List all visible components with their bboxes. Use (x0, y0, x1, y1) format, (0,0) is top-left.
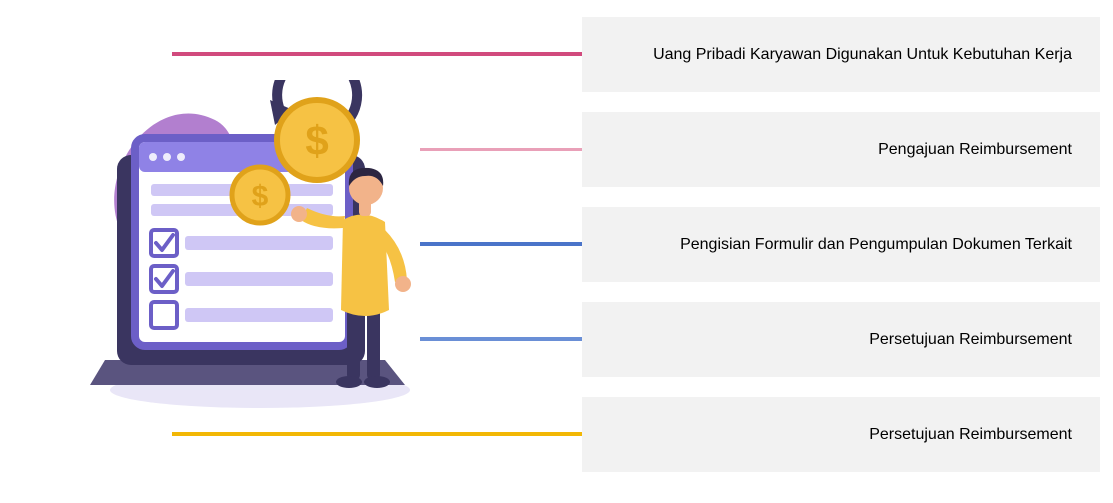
step-label-5: Persetujuan Reimbursement (869, 424, 1072, 446)
illustration-svg: $ $ (85, 80, 425, 410)
step-label-1: Uang Pribadi Karyawan Digunakan Untuk Ke… (653, 44, 1072, 66)
connector-line-1 (172, 52, 582, 56)
connector-line-3 (420, 242, 582, 246)
step-label-4: Persetujuan Reimbursement (869, 329, 1072, 351)
step-box-1: Uang Pribadi Karyawan Digunakan Untuk Ke… (582, 17, 1100, 92)
step-box-2: Pengajuan Reimbursement (582, 112, 1100, 187)
step-box-4: Persetujuan Reimbursement (582, 302, 1100, 377)
step-label-3: Pengisian Formulir dan Pengumpulan Dokum… (680, 234, 1072, 256)
step-box-3: Pengisian Formulir dan Pengumpulan Dokum… (582, 207, 1100, 282)
svg-text:$: $ (252, 180, 269, 213)
connector-line-5 (172, 432, 582, 436)
connector-line-4 (420, 337, 582, 341)
svg-text:$: $ (305, 117, 328, 164)
step-box-5: Persetujuan Reimbursement (582, 397, 1100, 472)
infographic-canvas: Uang Pribadi Karyawan Digunakan Untuk Ke… (0, 0, 1113, 503)
step-label-2: Pengajuan Reimbursement (878, 139, 1072, 161)
connector-line-2 (420, 148, 582, 151)
reimbursement-illustration: $ $ (85, 80, 425, 410)
